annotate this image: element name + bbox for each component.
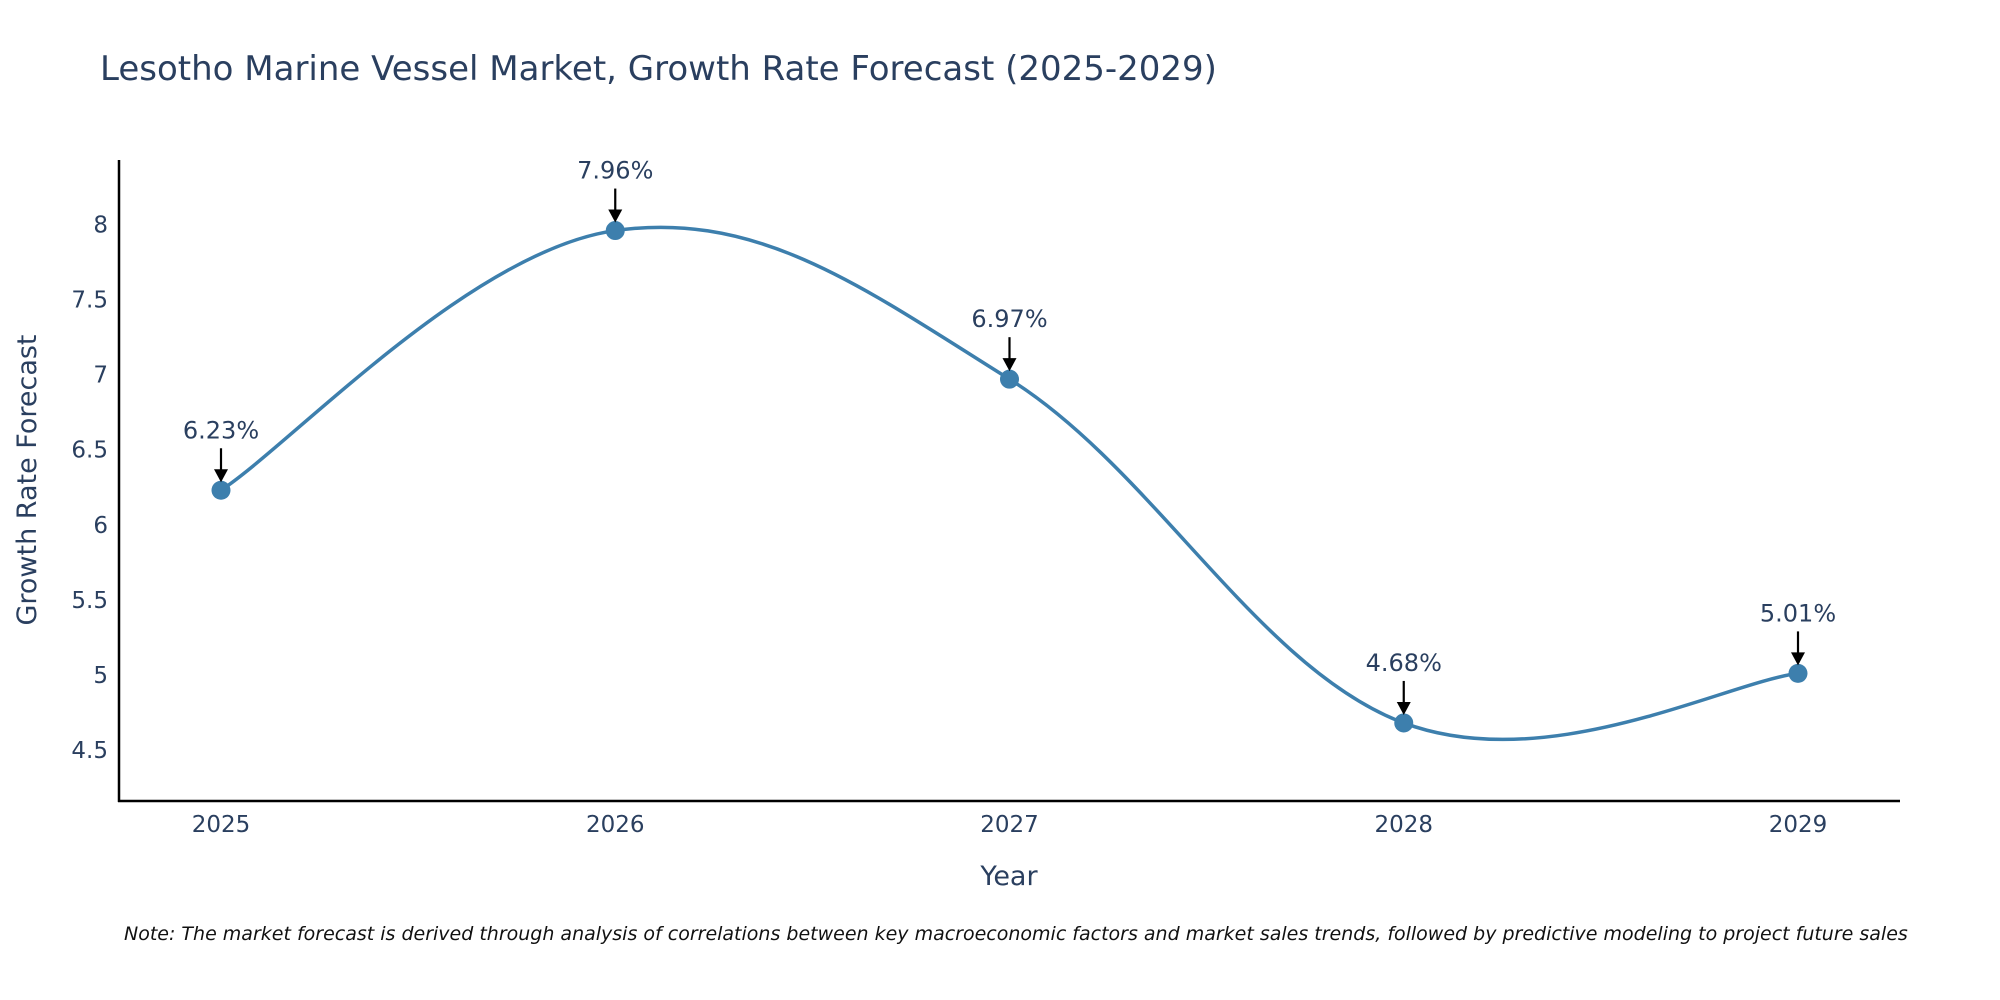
y-tick-label: 6.5 (71, 438, 108, 464)
x-tick-label: 2028 (1374, 812, 1433, 838)
data-point (605, 221, 625, 241)
data-point (1788, 663, 1808, 683)
data-point (211, 480, 231, 500)
chart-title: Lesotho Marine Vessel Market, Growth Rat… (100, 49, 1217, 89)
data-point (1394, 713, 1414, 733)
series-line (220, 225, 1799, 742)
y-tick-label: 6 (93, 513, 108, 539)
footnote: Note: The market forecast is derived thr… (124, 923, 1908, 945)
data-label: 6.97% (971, 305, 1047, 333)
y-tick-label: 5.5 (71, 588, 108, 614)
y-axis-ticks: 4.5 5 5.5 6 6.5 7 7.5 8 (71, 213, 108, 764)
data-point (1000, 369, 1019, 389)
y-tick-label: 8 (93, 213, 108, 239)
y-tick-label: 5 (93, 663, 108, 689)
data-label: 5.01% (1760, 599, 1836, 627)
x-axis-ticks: 2025 2026 2027 2028 2029 (192, 812, 1828, 838)
annotation-arrow-head (1396, 701, 1411, 715)
data-label: 4.68% (1366, 649, 1442, 677)
annotation-arrow-head (1002, 358, 1017, 372)
x-tick-label: 2029 (1769, 812, 1828, 838)
y-axis-title: Growth Rate Forecast (12, 334, 43, 625)
data-labels: 6.23% 7.96% 6.97% 4.68% 5.01% (183, 157, 1836, 715)
annotation-arrow-head (214, 469, 228, 483)
data-label: 7.96% (577, 157, 653, 185)
x-tick-label: 2025 (192, 812, 251, 838)
y-tick-label: 7 (93, 363, 108, 389)
annotation-arrow-head (608, 209, 623, 223)
data-label: 6.23% (183, 416, 259, 444)
annotation-arrow-head (1791, 652, 1805, 666)
y-tick-label: 7.5 (71, 288, 108, 314)
x-tick-label: 2027 (980, 812, 1039, 838)
x-axis-title: Year (979, 861, 1038, 892)
y-tick-label: 4.5 (71, 738, 108, 764)
data-markers (211, 221, 1808, 733)
x-tick-label: 2026 (586, 812, 645, 838)
